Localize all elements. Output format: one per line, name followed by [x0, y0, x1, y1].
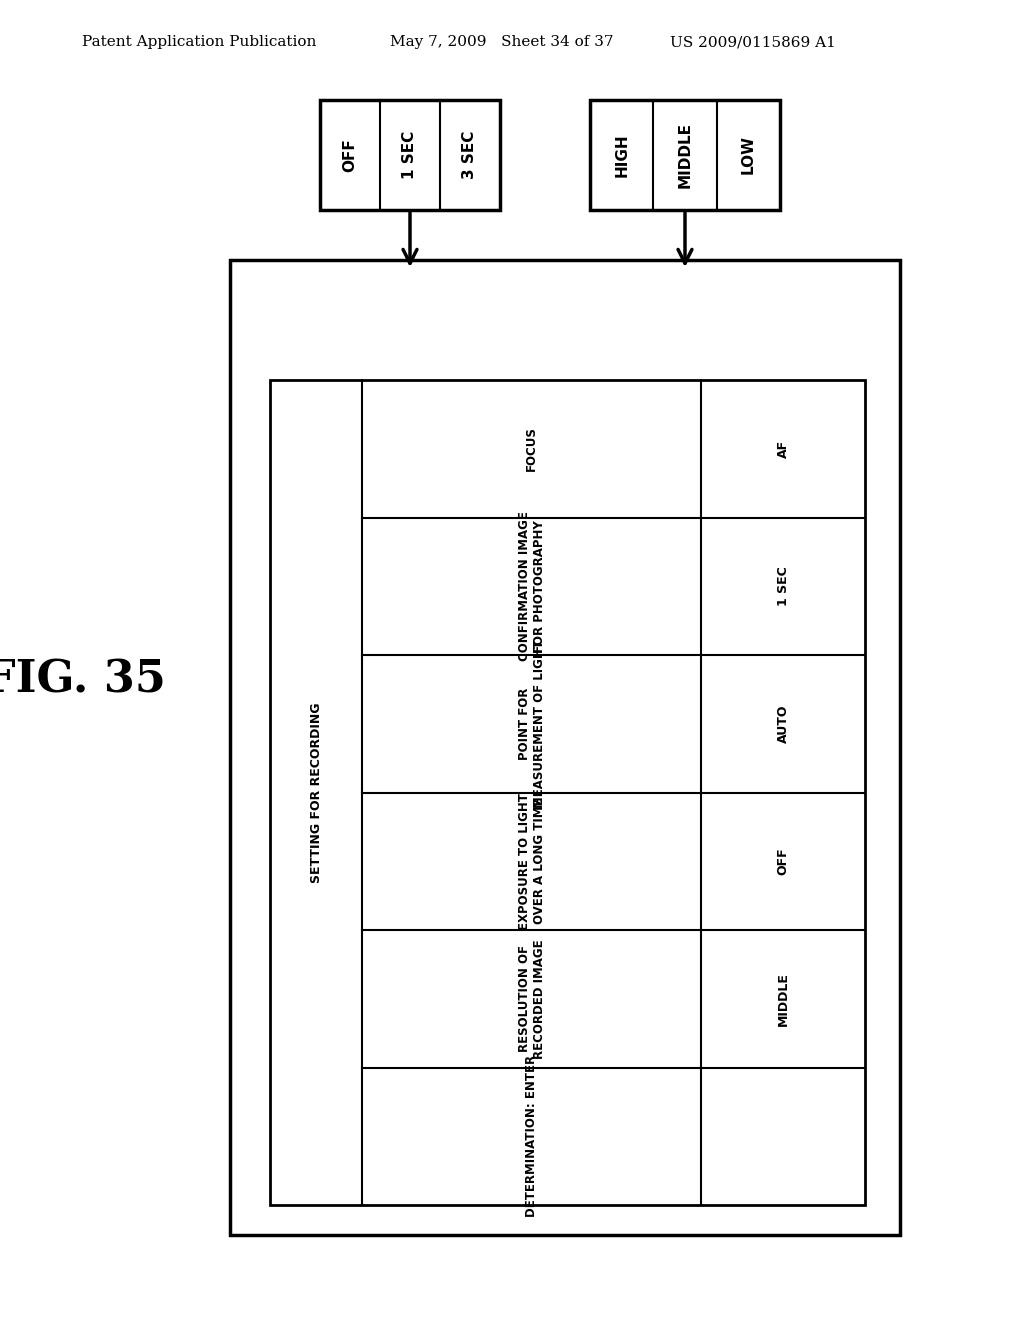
Bar	[590, 100, 780, 210]
Text: MIDDLE: MIDDLE	[776, 972, 790, 1026]
Text: 1 SEC: 1 SEC	[402, 131, 418, 180]
Text: OFF: OFF	[342, 139, 357, 172]
Text: AF: AF	[776, 440, 790, 458]
Text: OFF: OFF	[776, 847, 790, 875]
Text: FIG. 35: FIG. 35	[0, 659, 166, 701]
Bar	[230, 260, 900, 1236]
Text: LOW: LOW	[740, 136, 756, 174]
Text: FOCUS: FOCUS	[525, 426, 539, 471]
Text: MIDDLE: MIDDLE	[678, 121, 692, 187]
Text: POINT FOR
MEASUREMENT OF LIGHT: POINT FOR MEASUREMENT OF LIGHT	[518, 640, 546, 808]
Text: DETERMINATION: ENTER: DETERMINATION: ENTER	[525, 1055, 539, 1217]
Text: May 7, 2009   Sheet 34 of 37: May 7, 2009 Sheet 34 of 37	[390, 36, 613, 49]
Bar	[319, 100, 500, 210]
Text: HIGH: HIGH	[614, 133, 629, 177]
Text: EXPOSURE TO LIGHT
OVER A LONG TIME: EXPOSURE TO LIGHT OVER A LONG TIME	[518, 793, 546, 929]
Text: SETTING FOR RECORDING: SETTING FOR RECORDING	[309, 702, 323, 883]
Text: US 2009/0115869 A1: US 2009/0115869 A1	[670, 36, 836, 49]
Text: CONFIRMATION IMAGE
FOR PHOTOGRAPHY: CONFIRMATION IMAGE FOR PHOTOGRAPHY	[518, 511, 546, 661]
Text: AUTO: AUTO	[776, 705, 790, 743]
Text: 3 SEC: 3 SEC	[463, 131, 477, 180]
Text: 1 SEC: 1 SEC	[776, 566, 790, 606]
Bar	[270, 380, 865, 1205]
Text: RESOLUTION OF
RECORDED IMAGE: RESOLUTION OF RECORDED IMAGE	[518, 939, 546, 1059]
Text: Patent Application Publication: Patent Application Publication	[82, 36, 316, 49]
